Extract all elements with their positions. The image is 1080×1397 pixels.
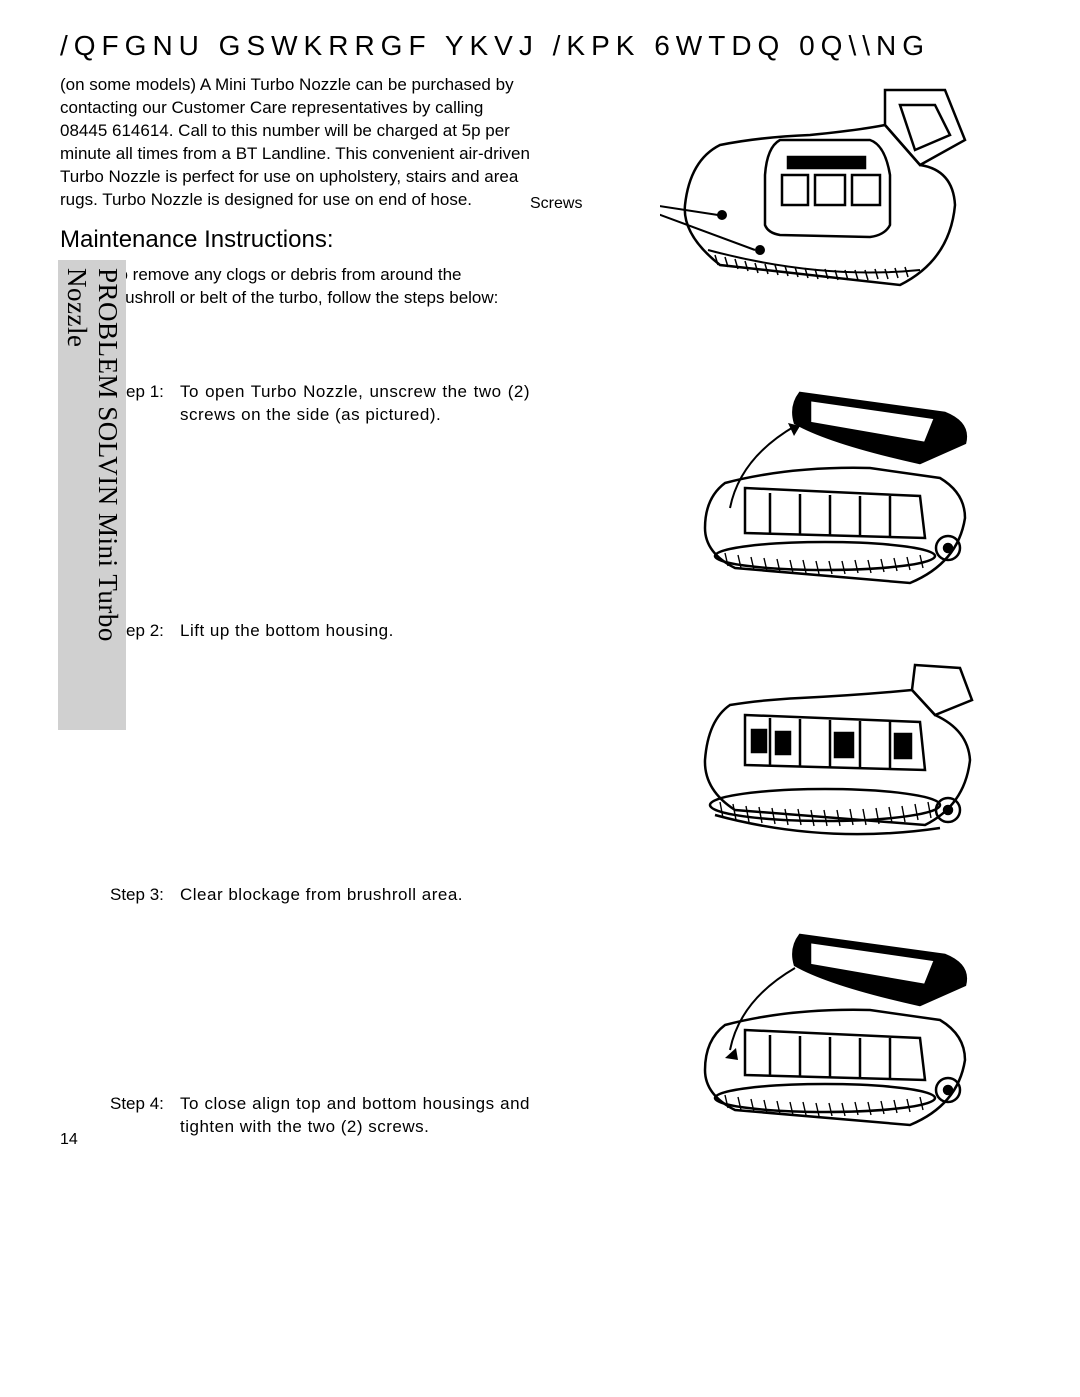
step-body: Lift up the bottom housing.: [180, 619, 530, 643]
step-label: Step 3:: [110, 883, 180, 907]
step-body: To close align top and bottom housings a…: [180, 1092, 530, 1140]
page-number: 14: [60, 1131, 78, 1149]
figure-brushroll-exposed: [690, 660, 980, 855]
step-body: To open Turbo Nozzle, unscrew the two (2…: [180, 380, 530, 428]
figure-close-housing: [690, 930, 980, 1130]
sidebar-tab: PROBLEM SOLVIN Mini Turbo Nozzle: [58, 260, 126, 730]
step-label: Step 4:: [110, 1092, 180, 1140]
step-4: Step 4: To close align top and bottom ho…: [110, 1092, 530, 1140]
step-3: Step 3: Clear blockage from brushroll ar…: [110, 883, 530, 907]
intro-paragraph: (on some models) A Mini Turbo Nozzle can…: [60, 74, 530, 212]
figure-lift-housing: [690, 388, 980, 588]
figure-nozzle-top-screws: [660, 85, 980, 295]
step-body: Clear blockage from brushroll area.: [180, 883, 530, 907]
step-2: Step 2: Lift up the bottom housing.: [110, 619, 530, 643]
page-title: /QFGNU GSWKRRGF YKVJ /KPK 6WTDQ 0Q\\NG: [60, 30, 1020, 62]
remove-instructions: To remove any clogs or debris from aroun…: [110, 264, 530, 310]
step-1: Step 1: To open Turbo Nozzle, unscrew th…: [110, 380, 530, 428]
screws-callout-label: Screws: [530, 195, 582, 213]
steps-column: To remove any clogs or debris from aroun…: [110, 264, 530, 1140]
